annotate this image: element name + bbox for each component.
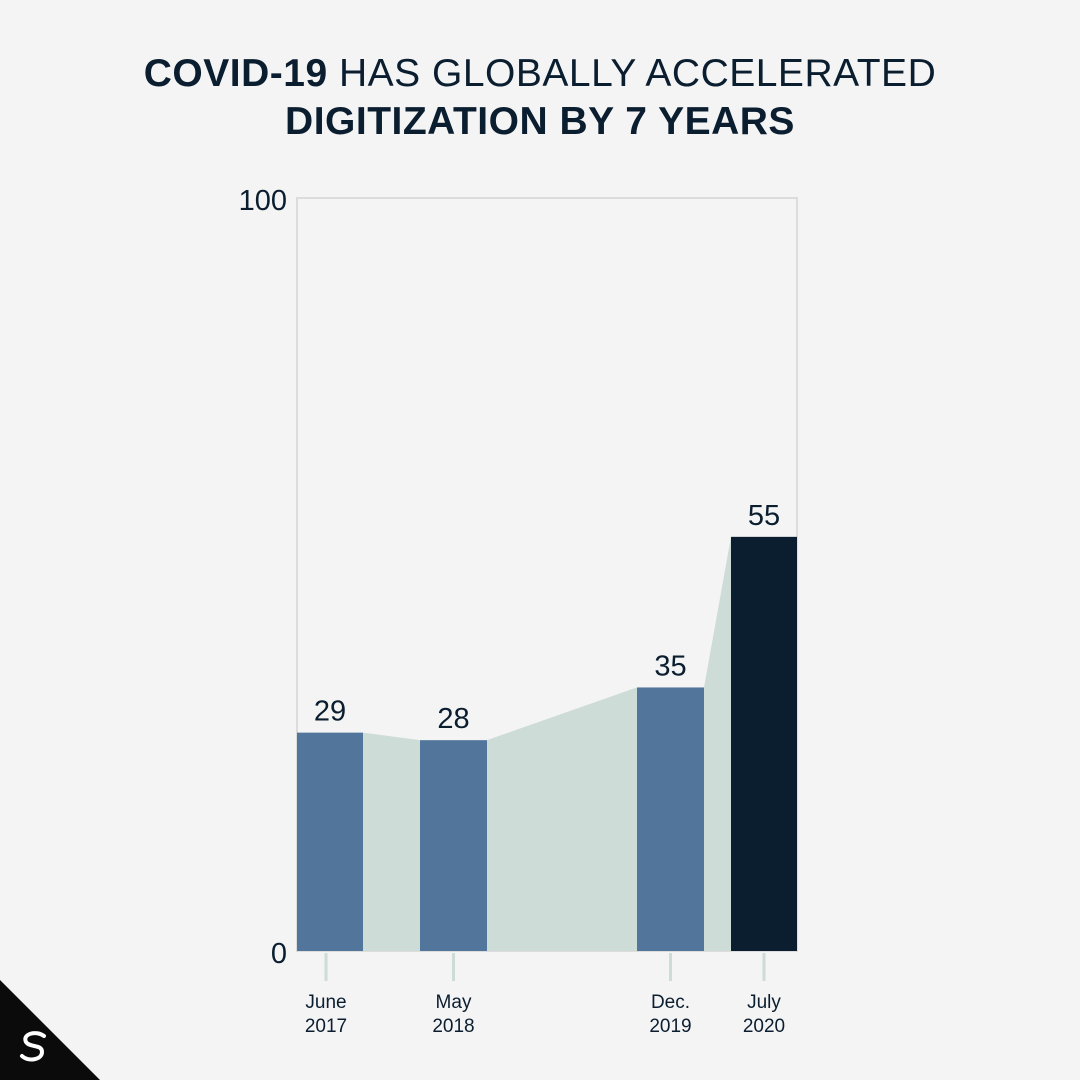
brand-logo-icon bbox=[20, 1031, 46, 1062]
data-label: 29 bbox=[314, 696, 346, 728]
bar bbox=[731, 536, 797, 951]
data-label: 55 bbox=[748, 500, 780, 532]
x-tick-label: July bbox=[747, 992, 781, 1013]
x-tick-label: 2019 bbox=[649, 1016, 691, 1037]
x-tick-label: 2018 bbox=[432, 1016, 474, 1037]
connecting-area bbox=[363, 732, 420, 951]
x-tick-label: 2020 bbox=[743, 1016, 785, 1037]
page-title: COVID-19 HAS GLOBALLY ACCELERATED DIGITI… bbox=[0, 50, 1080, 146]
title-line-2: DIGITIZATION BY 7 YEARS bbox=[285, 100, 795, 143]
x-tick-label: June bbox=[305, 992, 346, 1013]
y-tick-label: 100 bbox=[239, 185, 287, 217]
title-highlight: COVID-19 bbox=[143, 52, 328, 95]
y-tick-label: 0 bbox=[271, 938, 287, 970]
connecting-area bbox=[704, 536, 731, 951]
data-label: 35 bbox=[654, 650, 686, 682]
bar bbox=[420, 740, 487, 951]
x-tick-label: Dec. bbox=[651, 992, 690, 1013]
title-line-1-text: HAS GLOBALLY ACCELERATED bbox=[339, 52, 937, 95]
x-tick-label: 2017 bbox=[305, 1016, 347, 1037]
title-line-1: COVID-19 HAS GLOBALLY ACCELERATED bbox=[0, 50, 1080, 98]
x-tick-label: May bbox=[436, 992, 472, 1013]
bar bbox=[637, 687, 704, 951]
brand-corner bbox=[0, 980, 100, 1080]
connecting-area bbox=[487, 687, 637, 951]
data-label: 28 bbox=[437, 703, 469, 735]
bar bbox=[297, 732, 363, 951]
